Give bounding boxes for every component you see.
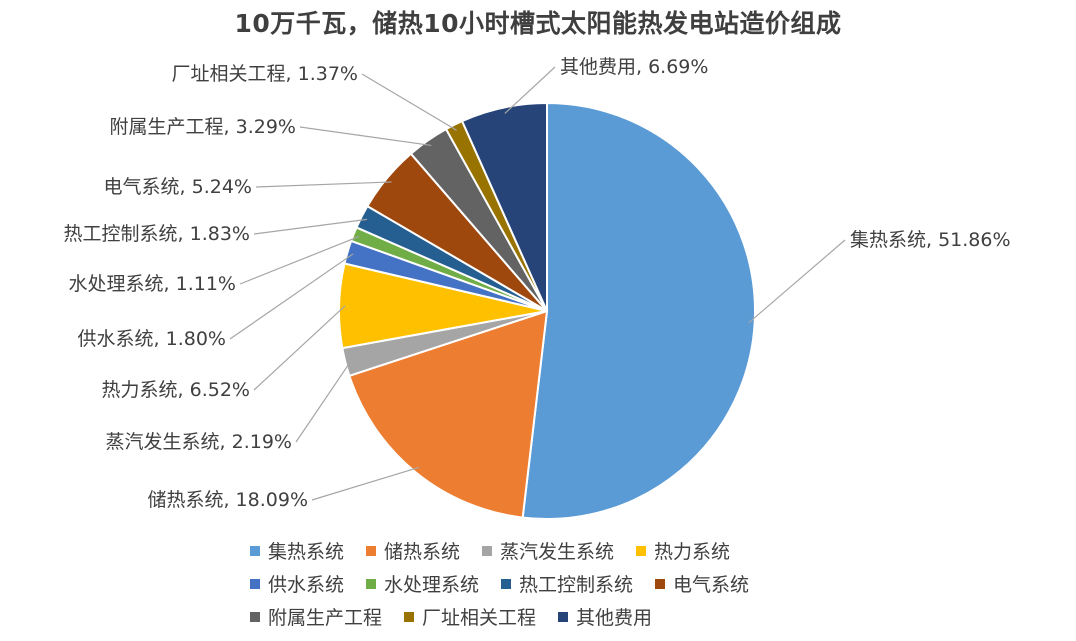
legend-label: 集热系统 <box>268 541 345 563</box>
legend-label: 水处理系统 <box>384 574 480 596</box>
legend-row: 附属生产工程 厂址相关工程 其他费用 <box>250 600 930 633</box>
legend-label: 热工控制系统 <box>519 574 634 596</box>
legend-label: 热力系统 <box>654 541 731 563</box>
legend-swatch <box>366 545 377 556</box>
leader-line <box>361 73 458 131</box>
leader-line <box>299 126 432 147</box>
legend-label: 附属生产工程 <box>268 607 383 629</box>
legend: 集热系统 储热系统 蒸汽发生系统 热力系统供水系统 水处理系统 热工控制系统 电气系统附属生… <box>250 534 930 633</box>
legend-item: 储热系统 <box>366 537 460 564</box>
pie-slice <box>460 101 548 312</box>
slice-label: 电气系统, 5.24% <box>104 176 252 198</box>
legend-swatch <box>404 611 415 622</box>
slice-label: 集热系统, 51.86% <box>850 229 1011 251</box>
slice-label: 其他费用, 6.69% <box>560 56 708 78</box>
slice-label: 热工控制系统, 1.83% <box>64 223 250 245</box>
legend-swatch <box>366 578 377 589</box>
legend-swatch <box>501 578 512 589</box>
legend-swatch <box>250 611 260 622</box>
pie-slice <box>521 101 756 520</box>
legend-item: 供水系统 <box>250 570 344 597</box>
legend-item: 附属生产工程 <box>250 603 382 630</box>
leader-line <box>255 181 392 188</box>
legend-swatch <box>250 545 260 556</box>
leader-line <box>253 218 368 235</box>
leader-line <box>295 360 352 443</box>
legend-label: 电气系统 <box>673 574 750 596</box>
legend-row: 供水系统 水处理系统 热工控制系统 电气系统 <box>250 567 930 600</box>
slice-labels: 集热系统, 51.86% 储热系统, 18.09% 蒸汽发生系统, 2.19% 热力系… <box>64 56 1011 511</box>
leader-lines <box>229 66 846 501</box>
slice-label: 厂址相关工程, 1.37% <box>172 63 358 85</box>
legend-swatch <box>250 578 260 589</box>
legend-item: 厂址相关工程 <box>404 603 536 630</box>
leader-line <box>504 66 556 114</box>
slice-label: 水处理系统, 1.11% <box>69 273 236 295</box>
legend-label: 供水系统 <box>268 574 345 596</box>
legend-item: 热力系统 <box>636 537 730 564</box>
legend-item: 电气系统 <box>655 570 749 597</box>
chart-title: 10万千瓦，储热10小时槽式太阳能热发电站造价组成 <box>234 9 842 38</box>
pie-slices <box>338 101 756 520</box>
legend-swatch <box>558 611 569 622</box>
legend-row: 集热系统 储热系统 蒸汽发生系统 热力系统 <box>250 534 930 567</box>
slice-label: 蒸汽发生系统, 2.19% <box>106 431 292 453</box>
legend-item: 其他费用 <box>558 603 652 630</box>
legend-label: 厂址相关工程 <box>422 607 537 629</box>
leader-line <box>311 466 420 501</box>
slice-label: 热力系统, 6.52% <box>102 379 250 401</box>
slice-label: 附属生产工程, 3.29% <box>110 116 296 138</box>
legend-label: 储热系统 <box>384 541 461 563</box>
legend-label: 其他费用 <box>576 607 653 629</box>
legend-swatch <box>482 545 493 556</box>
leader-line <box>239 235 360 285</box>
legend-item: 蒸汽发生系统 <box>482 537 614 564</box>
legend-label: 蒸汽发生系统 <box>500 541 615 563</box>
legend-item: 热工控制系统 <box>501 570 633 597</box>
legend-swatch <box>655 578 666 589</box>
pie-slice <box>348 309 549 519</box>
leader-line <box>229 253 354 340</box>
legend-swatch <box>636 545 647 556</box>
slice-label: 储热系统, 18.09% <box>147 489 308 511</box>
legend-item: 集热系统 <box>250 537 344 564</box>
leader-line <box>748 239 846 324</box>
leader-line <box>253 305 346 391</box>
legend-item: 水处理系统 <box>366 570 479 597</box>
slice-label: 供水系统, 1.80% <box>78 328 226 350</box>
